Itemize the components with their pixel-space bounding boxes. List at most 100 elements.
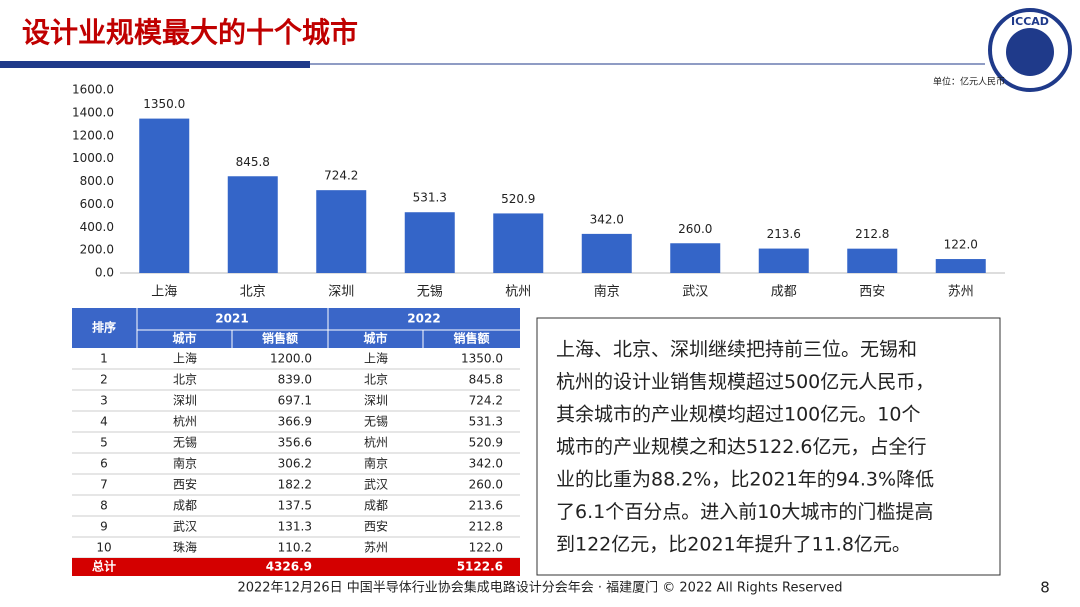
table-cell: 北京 [364, 373, 388, 387]
table-cell: 西安 [173, 477, 197, 492]
text-box [536, 317, 1001, 576]
x-tick-label: 无锡 [417, 285, 443, 300]
x-tick-label: 南京 [594, 284, 620, 300]
y-tick-label: 1400.0 [72, 105, 114, 119]
bar [316, 190, 367, 273]
table-cell: 697.1 [278, 394, 312, 408]
summary-line: 了6.1个百分点。进入前10大城市的门槛提高 [556, 501, 933, 523]
rank-header: 排序 [92, 320, 116, 335]
bar [581, 233, 632, 273]
table-cell: 2 [100, 373, 108, 387]
table-cell: 南京 [173, 456, 197, 471]
table-cell: 1 [100, 352, 108, 366]
table-cell: 3 [100, 394, 108, 408]
value-label: 845.8 [236, 155, 270, 169]
logo-text: ICCAD [1011, 15, 1049, 28]
column-header: 城市 [363, 331, 387, 346]
table-cell: 9 [100, 520, 108, 534]
table-cell: 839.0 [278, 373, 312, 387]
table-cell: 110.2 [278, 541, 312, 555]
table-cell: 182.2 [278, 478, 312, 492]
column-header: 城市 [172, 331, 196, 346]
column-header: 销售额 [262, 331, 298, 346]
value-label: 1350.0 [143, 97, 185, 111]
y-tick-label: 400.0 [80, 220, 114, 234]
table-cell: 成都 [364, 499, 388, 513]
table-cell: 无锡 [364, 414, 388, 429]
table-cell: 无锡 [173, 435, 197, 450]
table-cell: 131.3 [278, 520, 312, 534]
x-tick-label: 上海 [151, 285, 177, 300]
title-bar [0, 61, 310, 68]
table-cell: 武汉 [364, 478, 388, 492]
value-label: 724.2 [324, 169, 358, 183]
summary-line: 城市的产业规模之和达5122.6亿元，占全行 [556, 436, 926, 458]
table-cell: 苏州 [364, 541, 388, 555]
summary-line: 到122亿元，比2021年提升了11.8亿元。 [556, 534, 911, 556]
bar [404, 212, 455, 273]
table-cell: 122.0 [469, 541, 503, 555]
footer: 2022年12月26日 中国半导体行业协会集成电路设计分会年会 · 福建厦门 ©… [237, 580, 842, 596]
table-cell: 杭州 [173, 414, 197, 429]
value-label: 531.3 [413, 191, 447, 205]
table-cell: 深圳 [364, 394, 388, 408]
table-header [72, 308, 520, 348]
table-cell: 520.9 [469, 436, 503, 450]
y-tick-label: 1200.0 [72, 128, 114, 142]
x-tick-label: 武汉 [682, 285, 708, 300]
page-number: 8 [1040, 579, 1050, 597]
value-label: 342.0 [590, 212, 624, 226]
y-tick-label: 600.0 [80, 197, 114, 211]
x-tick-label: 西安 [859, 285, 885, 300]
table-cell: 212.8 [469, 520, 503, 534]
bar [670, 243, 721, 273]
x-tick-label: 深圳 [328, 285, 354, 300]
slide-title: 设计业规模最大的十个城市 [22, 16, 358, 49]
unit-label: 单位：亿元人民币 [933, 76, 1005, 88]
x-tick-label: 北京 [240, 285, 266, 300]
summary-line: 其余城市的产业规模均超过100亿元。10个 [556, 404, 920, 426]
table-cell: 342.0 [469, 457, 503, 471]
y-tick-label: 800.0 [80, 174, 114, 188]
total-cell: 4326.9 [266, 560, 312, 574]
table-cell: 1350.0 [461, 352, 503, 366]
x-tick-label: 成都 [771, 285, 797, 300]
table-cell: 213.6 [469, 499, 503, 513]
summary-line: 上海、北京、深圳继续把持前三位。无锡和 [556, 339, 917, 361]
table-cell: 上海 [173, 351, 197, 366]
table-cell: 南京 [364, 456, 388, 471]
table-cell: 深圳 [173, 394, 197, 408]
logo-core [1006, 28, 1054, 76]
table-cell: 356.6 [278, 436, 312, 450]
total-cell: 总计 [92, 559, 116, 574]
y-tick-label: 0.0 [95, 266, 114, 280]
table-cell: 845.8 [469, 373, 503, 387]
table-cell: 7 [100, 478, 108, 492]
table-cell: 366.9 [278, 415, 312, 429]
table-cell: 5 [100, 436, 108, 450]
table-cell: 上海 [364, 351, 388, 366]
table-cell: 杭州 [364, 435, 388, 450]
table-cell: 1200.0 [270, 352, 312, 366]
summary-line: 业的比重为88.2%，比2021年的94.3%降低 [556, 469, 934, 491]
table-cell: 10 [96, 541, 111, 555]
y-tick-label: 1600.0 [72, 83, 114, 97]
table-cell: 西安 [364, 519, 388, 534]
table-cell: 137.5 [278, 499, 312, 513]
y-tick-label: 200.0 [80, 243, 114, 257]
bar [493, 213, 544, 273]
table-cell: 北京 [173, 373, 197, 387]
x-tick-label: 苏州 [948, 284, 974, 300]
value-label: 122.0 [944, 238, 978, 252]
table-cell: 6 [100, 457, 108, 471]
bar [758, 248, 809, 273]
table-cell: 8 [100, 499, 108, 513]
table-cell: 武汉 [173, 520, 197, 534]
value-label: 260.0 [678, 222, 712, 236]
table-cell: 724.2 [469, 394, 503, 408]
x-tick-label: 杭州 [505, 285, 531, 300]
value-label: 212.8 [855, 227, 889, 241]
total-row [72, 558, 520, 576]
table-cell: 珠海 [173, 540, 197, 555]
bar [227, 176, 278, 273]
